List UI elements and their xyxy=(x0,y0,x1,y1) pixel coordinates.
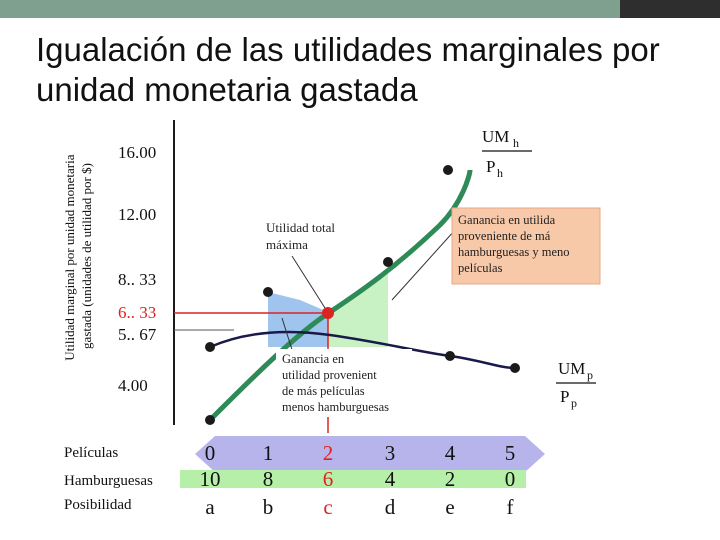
annotation-box-max xyxy=(262,214,360,256)
y-tick-label-16: 16.00 xyxy=(118,143,156,162)
annotation-max-line-2: máxima xyxy=(266,237,308,252)
x-row-hamburguesas-4: 2 xyxy=(445,467,456,491)
data-point-umh-a xyxy=(205,415,215,425)
x-row-peliculas-2: 2 xyxy=(323,441,334,465)
equilibrium-point xyxy=(322,307,334,319)
series-label-ump-num: UM xyxy=(558,359,585,378)
x-row-posibilidad-4: e xyxy=(445,495,454,519)
series-label-ump-den-sub: p xyxy=(571,396,577,410)
annotation-left-line-4: menos hamburguesas xyxy=(282,400,389,414)
page-title-line-1: Igualación de las utilidades marginales … xyxy=(36,31,660,68)
title-bar-accent xyxy=(0,0,620,18)
series-line-umh xyxy=(208,169,473,422)
annotation-right-line-2: proveniente de má xyxy=(458,229,551,243)
data-point-ump-a xyxy=(205,342,215,352)
x-row-hamburguesas-2: 6 xyxy=(323,467,334,491)
annotation-right-line-1: Ganancia en utilida xyxy=(458,213,556,227)
y-tick-label-12: 12.00 xyxy=(118,205,156,224)
y-tick-label-833: 8.. 33 xyxy=(118,270,156,289)
series-label-ump-den: P xyxy=(560,387,569,406)
x-row-peliculas-0: 0 xyxy=(205,441,216,465)
y-tick-label-4: 4.00 xyxy=(118,376,148,395)
annotation-right: Ganancia en utilida proveniente de má ha… xyxy=(458,213,573,275)
y-tick-label-567: 5.. 67 xyxy=(118,325,157,344)
y-tick-label-633: 6.. 33 xyxy=(118,303,156,322)
x-row-posibilidad-1: b xyxy=(263,495,274,519)
x-axis-rows: 0 1 2 3 4 510 8 6 4 2 0a b c d e f xyxy=(200,441,516,519)
series-label-umh-num-sub: h xyxy=(513,136,519,150)
x-row-hamburguesas-1: 8 xyxy=(263,467,274,491)
y-axis-label: Utilidad marginal por unidad monetaria g… xyxy=(62,151,94,361)
row-label-posibilidad: Posibilidad xyxy=(64,497,132,513)
data-point-ump-f xyxy=(510,363,520,373)
annotation-max-line-1: Utilidad total xyxy=(266,220,335,235)
x-row-peliculas-4: 4 xyxy=(445,441,456,465)
annotation-left-line-2: utilidad provenient xyxy=(282,368,377,382)
data-point-umh-f xyxy=(443,165,453,175)
series-label-umh-den: P xyxy=(486,157,495,176)
annotation-box-left xyxy=(276,349,412,417)
x-row-peliculas-3: 3 xyxy=(385,441,396,465)
page-title-line-2: unidad monetaria gastada xyxy=(36,71,418,108)
annotation-max: Utilidad total máxima xyxy=(266,220,338,252)
series-line-ump xyxy=(209,330,516,370)
x-row-posibilidad-3: d xyxy=(385,495,396,519)
leader-line-max xyxy=(291,255,326,309)
annotation-left-line-3: de más películas xyxy=(282,384,368,398)
series-label-ump-num-sub: p xyxy=(587,368,593,382)
data-point-ump-b xyxy=(263,287,273,297)
annotation-left-line-1: Ganancia en xyxy=(282,352,345,366)
x-row-hamburguesas-3: 4 xyxy=(385,467,396,491)
series-label-umh-den-sub: h xyxy=(497,166,503,180)
x-row-hamburguesas-0: 10 xyxy=(200,467,221,491)
data-point-umh-d xyxy=(383,257,393,267)
annotation-box-right xyxy=(451,207,601,285)
y-axis-label-line-2: gastada (unidades de utilidad por $) xyxy=(79,163,94,349)
x-row-posibilidad-0: a xyxy=(205,495,215,519)
annotation-right-line-4: películas xyxy=(458,261,503,275)
y-axis-label-line-1: Utilidad marginal por unidad monetaria xyxy=(62,154,77,360)
right-gain-area xyxy=(328,272,388,347)
row-label-peliculas: Películas xyxy=(64,445,118,461)
x-range-band xyxy=(180,470,526,488)
annotation-right-line-3: hamburguesas y meno xyxy=(458,245,570,259)
annotation-left: Ganancia en utilidad provenient de más p… xyxy=(282,352,389,414)
row-label-hamburguesas: Hamburguesas xyxy=(64,473,153,489)
x-row-peliculas-1: 1 xyxy=(263,441,274,465)
x-row-posibilidad-5: f xyxy=(507,495,514,519)
x-row-peliculas-5: 5 xyxy=(505,441,516,465)
series-label-umh-num: UM xyxy=(482,127,509,146)
leader-line-right xyxy=(391,229,456,301)
x-range-arrow xyxy=(195,436,545,472)
data-point-ump-d xyxy=(445,351,455,361)
page-title: Igualación de las utilidades marginales … xyxy=(36,30,706,110)
x-row-hamburguesas-5: 0 xyxy=(505,467,516,491)
x-row-posibilidad-2: c xyxy=(323,495,332,519)
